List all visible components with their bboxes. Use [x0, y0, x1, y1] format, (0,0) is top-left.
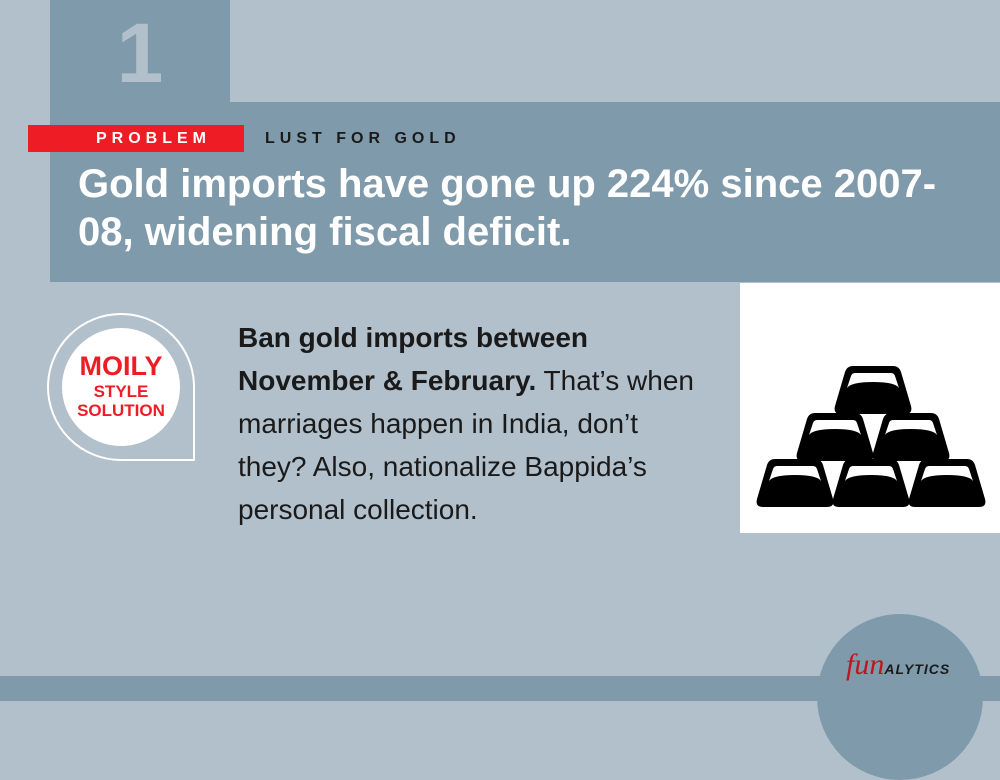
badge-line-3: SOLUTION: [77, 401, 165, 420]
funalytics-logo: funALYTICS: [846, 648, 950, 682]
logo-dome: [817, 614, 983, 780]
illustration-panel: [740, 283, 1000, 533]
solution-regular-text: That’s when marriages happen in India, d…: [238, 365, 694, 525]
section-number: 1: [116, 6, 164, 100]
solution-badge: MOILY STYLE SOLUTION: [62, 328, 180, 446]
topic-label: LUST FOR GOLD: [265, 130, 461, 147]
solution-bold-text: Ban gold imports between November & Febr…: [238, 322, 589, 396]
headline: Gold imports have gone up 224% since 200…: [78, 162, 937, 254]
logo-alytics-text: ALYTICS: [884, 661, 951, 677]
badge-line-1: MOILY: [79, 351, 163, 381]
badge-line-2: STYLE: [93, 382, 149, 401]
problem-tag: PROBLEM: [28, 125, 244, 152]
logo-fun-text: fun: [846, 648, 885, 681]
badge-outline: [47, 313, 195, 461]
gold-bars-stack-icon: [756, 366, 986, 507]
section-number-tab: 1: [50, 0, 230, 102]
solution-text: Ban gold imports between November & Febr…: [238, 316, 708, 531]
